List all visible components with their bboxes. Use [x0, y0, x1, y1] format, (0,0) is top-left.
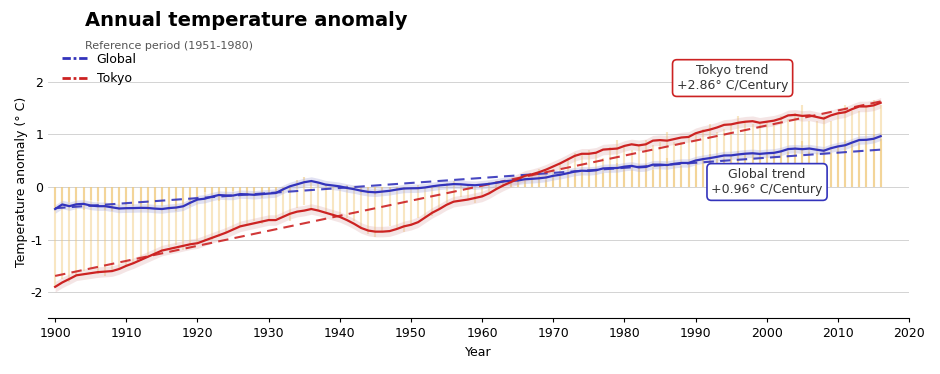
Legend: Global, Tokyo: Global, Tokyo: [56, 47, 142, 90]
Text: Global trend
+0.96° C/Century: Global trend +0.96° C/Century: [712, 168, 822, 196]
Y-axis label: Temperature anomaly (° C): Temperature anomaly (° C): [15, 96, 28, 267]
Text: Annual temperature anomaly: Annual temperature anomaly: [85, 11, 407, 30]
Text: Tokyo trend
+2.86° C/Century: Tokyo trend +2.86° C/Century: [677, 64, 789, 92]
Text: Reference period (1951-1980): Reference period (1951-1980): [85, 41, 253, 51]
X-axis label: Year: Year: [465, 346, 492, 359]
